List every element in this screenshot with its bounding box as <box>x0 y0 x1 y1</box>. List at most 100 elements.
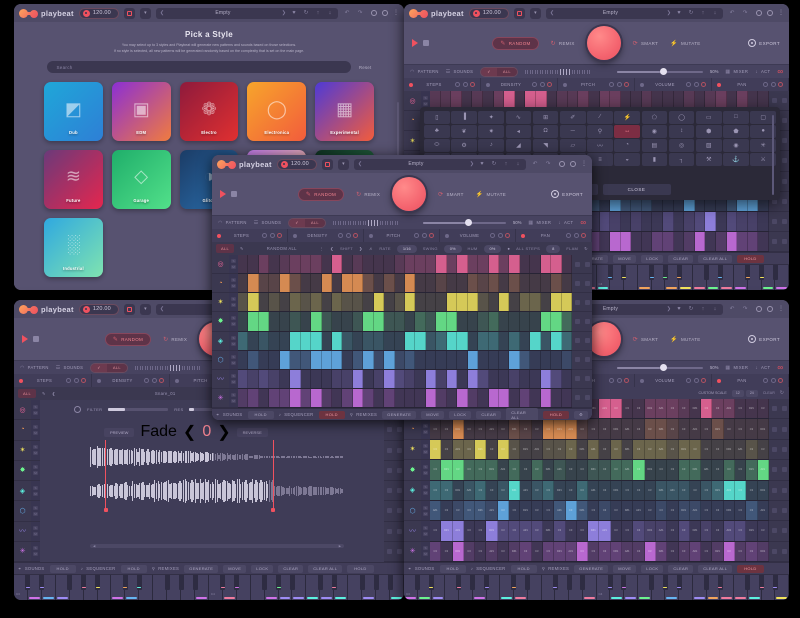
track-solo-badge[interactable]: S <box>32 485 38 490</box>
step-cell[interactable] <box>331 293 343 312</box>
step-cell[interactable] <box>446 388 458 407</box>
track-mute-badge[interactable]: M <box>230 398 237 403</box>
step-cell[interactable]: D#1 <box>655 480 668 500</box>
step-cell[interactable] <box>519 255 531 274</box>
black-key[interactable] <box>290 575 296 590</box>
step-cell[interactable]: A#1 <box>622 460 634 480</box>
step-cell[interactable]: C3 <box>723 419 736 439</box>
track-hihat-icon[interactable]: ✶ <box>404 440 421 461</box>
param-actions[interactable] <box>763 378 783 383</box>
step-cell[interactable] <box>737 231 748 251</box>
transport-random-button[interactable]: ✎RANDOM <box>297 187 345 201</box>
black-key[interactable] <box>95 575 101 590</box>
track-mute-badge[interactable]: M <box>32 430 39 435</box>
step-cell[interactable]: C3 <box>554 439 566 460</box>
step-cell[interactable]: A#1 <box>633 500 645 521</box>
step-cell[interactable]: C3 <box>633 480 645 500</box>
bpm-control[interactable]: 120.00 <box>276 158 317 170</box>
step-cell[interactable] <box>415 350 426 369</box>
step-cell[interactable]: C3 <box>441 419 453 439</box>
step-cell[interactable] <box>663 191 674 211</box>
step-cell[interactable]: C3 <box>520 541 532 561</box>
step-cell[interactable] <box>641 91 653 111</box>
style-tile-edm[interactable]: ▣ EDM <box>111 82 171 141</box>
step-cell[interactable] <box>258 369 270 388</box>
step-cell[interactable]: C3 <box>735 460 747 480</box>
step-cell[interactable]: D#1 <box>622 439 634 460</box>
modal-scrollbar[interactable] <box>772 115 774 195</box>
step-cell[interactable] <box>599 231 611 251</box>
step-cell[interactable] <box>405 388 416 407</box>
step-cell[interactable] <box>509 388 520 407</box>
track-snare-icon[interactable]: ◔ <box>14 420 31 441</box>
track-speaker-icon[interactable] <box>574 280 580 286</box>
step-cell[interactable]: C3 <box>599 480 611 500</box>
track-actions[interactable] <box>572 274 592 294</box>
refresh-icon[interactable]: ↻ <box>688 306 694 312</box>
remixes-tab[interactable]: ⚲REMIXES <box>152 566 179 571</box>
step-cell[interactable]: D#1 <box>441 521 453 541</box>
track-settings-icon[interactable] <box>781 218 787 224</box>
infinity-icon[interactable]: ∞ <box>777 66 784 76</box>
track-mute-badge[interactable]: M <box>32 410 39 415</box>
step-cell[interactable] <box>269 350 280 369</box>
step-cell[interactable] <box>311 312 322 331</box>
step-cell[interactable] <box>248 350 259 369</box>
step-cell[interactable] <box>363 331 374 350</box>
param-clear-icon[interactable] <box>624 378 629 383</box>
black-key[interactable] <box>359 575 365 590</box>
export-button[interactable]: EXPORT <box>551 190 583 198</box>
step-cell[interactable]: D#1 <box>678 439 690 460</box>
sound-icon-8[interactable]: ⬠ <box>641 111 668 124</box>
step-cell[interactable] <box>694 231 706 251</box>
step-cell[interactable] <box>279 293 291 312</box>
step-cell[interactable] <box>467 293 479 312</box>
step-cell[interactable]: C3 <box>633 399 645 419</box>
step-cell[interactable]: A#1 <box>599 399 611 419</box>
sound-icon-4[interactable]: ⊞ <box>532 111 559 124</box>
step-cell[interactable]: C3 <box>667 419 679 439</box>
track-solo-badge[interactable]: S <box>32 526 38 531</box>
step-cell[interactable] <box>384 312 395 331</box>
step-cell[interactable] <box>446 312 458 331</box>
track-solo-badge[interactable]: S <box>230 316 236 321</box>
step-cell[interactable]: D#1 <box>689 399 702 419</box>
kebab-menu-icon[interactable]: ⋮ <box>778 10 784 16</box>
step-cell[interactable] <box>498 293 510 312</box>
step-cell[interactable] <box>694 191 706 211</box>
step-cell[interactable]: C3 <box>610 500 623 521</box>
param-edit-icon[interactable] <box>490 233 495 238</box>
white-key[interactable] <box>679 265 693 290</box>
step-cell[interactable]: C3 <box>723 541 736 561</box>
step-cell[interactable] <box>519 331 531 350</box>
step-cell[interactable] <box>478 312 489 331</box>
track-actions[interactable] <box>769 440 789 461</box>
track-fx-icon[interactable]: ✳ <box>212 389 229 408</box>
black-key[interactable] <box>387 575 393 590</box>
track-speaker-icon[interactable] <box>574 318 580 324</box>
step-cell[interactable]: D#1 <box>746 521 758 541</box>
step-cell[interactable] <box>478 331 489 350</box>
step-cell[interactable] <box>509 350 520 369</box>
black-key[interactable] <box>704 575 709 590</box>
step-cell[interactable] <box>373 388 385 407</box>
step-cell[interactable] <box>311 293 322 312</box>
master-macro-knob[interactable] <box>392 177 427 211</box>
track-clap-icon[interactable]: ✸ <box>14 461 31 481</box>
style-tile-electronica[interactable]: ◯ Electronica <box>247 82 307 141</box>
step-cell[interactable]: C3 <box>610 399 623 419</box>
param-clear-icon[interactable] <box>778 378 783 383</box>
sequencer-hold-button[interactable]: HOLD <box>318 410 345 419</box>
track-mute-badge[interactable]: M <box>230 322 237 327</box>
globe-icon[interactable] <box>559 161 565 167</box>
custom-scale-toggle[interactable]: CUSTOM SCALE <box>698 391 727 395</box>
param-density[interactable]: DENSITY <box>481 78 558 91</box>
black-key[interactable] <box>566 575 572 590</box>
step-cell[interactable]: C3 <box>712 521 724 541</box>
step-cell[interactable] <box>279 255 291 274</box>
step-cell[interactable] <box>352 350 364 369</box>
step-cell[interactable] <box>551 388 562 407</box>
black-key[interactable] <box>484 575 489 590</box>
step-cell[interactable]: D#1 <box>452 419 464 439</box>
